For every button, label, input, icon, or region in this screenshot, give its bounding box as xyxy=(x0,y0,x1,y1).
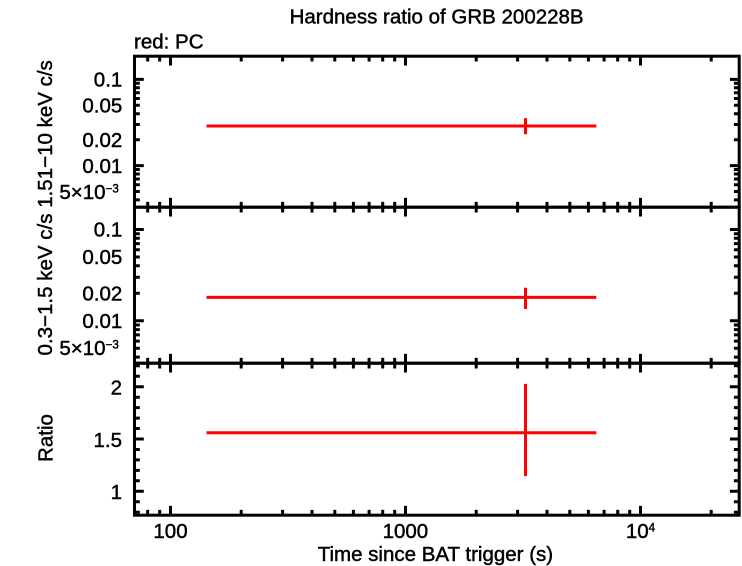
svg-text:2: 2 xyxy=(111,376,122,399)
svg-text:104: 104 xyxy=(626,520,656,543)
svg-text:0.05: 0.05 xyxy=(82,95,122,118)
svg-text:0.02: 0.02 xyxy=(82,129,122,152)
svg-text:1: 1 xyxy=(111,481,122,504)
svg-text:1.5: 1.5 xyxy=(94,429,123,452)
svg-text:5×10−3: 5×10−3 xyxy=(59,337,118,360)
svg-text:5×10−3: 5×10−3 xyxy=(59,181,118,204)
svg-text:0.3−1.5 keV c/s: 0.3−1.5 keV c/s xyxy=(34,214,57,356)
svg-text:1000: 1000 xyxy=(383,520,429,543)
svg-text:red: PC: red: PC xyxy=(134,30,204,53)
svg-text:0.01: 0.01 xyxy=(82,155,122,178)
svg-text:Hardness ratio of GRB 200228B: Hardness ratio of GRB 200228B xyxy=(290,6,584,29)
svg-text:100: 100 xyxy=(153,520,187,543)
svg-text:1.51−10 keV c/s: 1.51−10 keV c/s xyxy=(34,60,57,208)
svg-text:Ratio: Ratio xyxy=(34,414,57,462)
svg-text:Time since BAT trigger (s): Time since BAT trigger (s) xyxy=(318,543,553,566)
svg-text:0.1: 0.1 xyxy=(94,69,123,92)
svg-text:0.1: 0.1 xyxy=(94,219,123,242)
svg-text:0.05: 0.05 xyxy=(82,246,122,269)
svg-text:0.02: 0.02 xyxy=(82,282,122,305)
svg-text:0.01: 0.01 xyxy=(82,310,122,333)
